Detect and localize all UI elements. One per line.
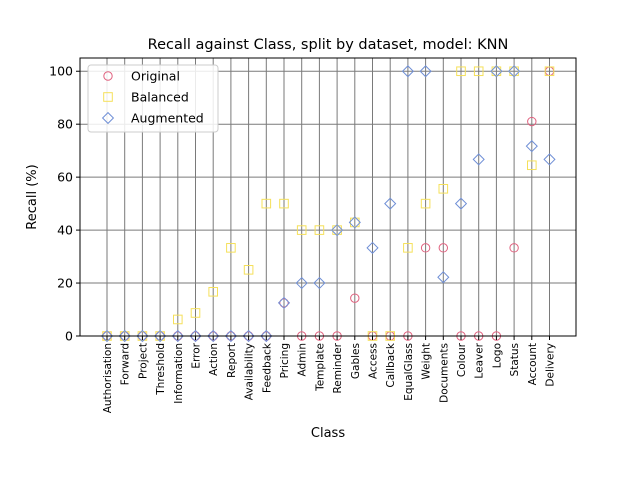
point-augmented: [348, 216, 361, 229]
point-balanced: [314, 225, 325, 235]
x-axis-label: Class: [311, 426, 345, 441]
legend-label-original: Original: [131, 69, 180, 84]
point-augmented: [437, 271, 450, 284]
x-tick-label: Action: [208, 343, 220, 376]
point-balanced: [243, 265, 254, 275]
point-balanced: [190, 308, 201, 318]
point-augmented: [100, 329, 114, 343]
point-balanced: [208, 286, 218, 297]
chart-title: Recall against Class, split by dataset, …: [148, 37, 509, 53]
point-original: [509, 243, 519, 253]
point-augmented: [454, 197, 468, 210]
x-tick-label: Authorisation: [102, 343, 114, 413]
point-augmented: [207, 329, 220, 343]
point-augmented: [419, 65, 432, 78]
x-tick-label: Error: [191, 342, 203, 368]
point-balanced: [261, 198, 272, 209]
y-axis-ticks: 0 20 40 60 80 100: [49, 64, 80, 344]
x-tick-label: Reminder: [332, 342, 344, 393]
point-augmented: [242, 329, 255, 343]
x-tick-label: Leaver: [474, 342, 486, 378]
x-tick-label: Pricing: [279, 343, 291, 378]
point-original: [279, 298, 289, 308]
x-tick-label: Admin: [297, 343, 309, 376]
point-balanced: [279, 198, 289, 209]
point-augmented: [277, 296, 291, 310]
point-augmented: [260, 329, 273, 343]
x-tick-label: Documents: [438, 343, 450, 403]
y-tick-label: 40: [57, 223, 73, 238]
point-augmented: [384, 197, 397, 210]
y-tick-label: 20: [57, 276, 73, 291]
y-tick-label: 0: [65, 329, 73, 344]
point-balanced: [509, 66, 519, 77]
point-augmented: [330, 223, 344, 237]
x-tick-label: EqualGlass: [403, 343, 415, 401]
y-tick-label: 100: [49, 64, 73, 79]
point-original: [350, 293, 360, 303]
legend: Original Balanced Augmented: [87, 64, 219, 133]
point-augmented: [153, 329, 167, 343]
point-augmented: [490, 65, 503, 78]
point-original: [527, 116, 537, 127]
y-tick-label: 80: [57, 117, 73, 132]
point-balanced: [527, 160, 537, 171]
legend-marker-original: [103, 71, 113, 81]
point-original: [420, 243, 431, 253]
x-tick-label: Delivery: [545, 343, 557, 387]
point-balanced: [473, 66, 484, 77]
x-tick-label: Access: [368, 343, 380, 379]
point-augmented: [401, 65, 415, 78]
point-augmented: [366, 241, 379, 254]
x-tick-label: Colour: [456, 342, 468, 377]
x-tick-label: Project: [137, 343, 149, 379]
x-tick-label: Information: [173, 343, 185, 404]
legend-label-balanced: Balanced: [131, 90, 189, 105]
point-augmented: [472, 153, 485, 166]
x-tick-label: Weight: [421, 343, 433, 380]
point-augmented: [313, 276, 326, 290]
point-balanced: [350, 217, 360, 228]
x-tick-label: Forward: [120, 343, 132, 385]
point-augmented: [118, 329, 131, 343]
x-tick-label: Feedback: [261, 342, 273, 393]
x-tick-label: Threshold: [155, 343, 167, 396]
point-augmented: [171, 329, 184, 343]
point-balanced: [296, 225, 307, 235]
x-tick-label: Account: [527, 343, 539, 385]
legend-box: [87, 64, 219, 133]
point-original: [438, 243, 448, 253]
x-axis-ticks: Authorisation Forward Project Threshold Info…: [102, 336, 557, 413]
point-balanced: [226, 243, 236, 253]
legend-marker-balanced: [103, 92, 113, 102]
point-balanced: [403, 243, 413, 253]
point-augmented: [295, 276, 308, 290]
x-tick-label: Logo: [491, 343, 503, 368]
x-tick-label: Template: [314, 343, 326, 392]
point-balanced: [456, 66, 466, 77]
point-balanced: [173, 314, 183, 325]
x-tick-label: Gables: [350, 343, 362, 379]
point-augmented: [136, 329, 149, 343]
x-tick-label: Status: [509, 343, 521, 376]
y-tick-label: 60: [57, 170, 73, 185]
x-tick-label: Callback: [385, 342, 397, 387]
y-axis-label: Recall (%): [25, 164, 40, 229]
point-augmented: [525, 140, 538, 153]
point-balanced: [544, 66, 555, 77]
point-balanced: [438, 183, 449, 194]
point-augmented: [224, 329, 238, 343]
point-augmented: [507, 65, 521, 78]
x-tick-label: Report: [226, 343, 238, 378]
point-balanced: [420, 198, 431, 209]
plot-frame: [79, 57, 577, 337]
legend-label-augmented: Augmented: [131, 111, 204, 126]
legend-marker-augmented: [101, 111, 115, 125]
point-augmented: [543, 153, 556, 166]
point-balanced: [332, 225, 342, 235]
x-tick-label: Availability: [244, 343, 256, 400]
point-augmented: [189, 329, 202, 343]
point-balanced: [491, 66, 502, 77]
